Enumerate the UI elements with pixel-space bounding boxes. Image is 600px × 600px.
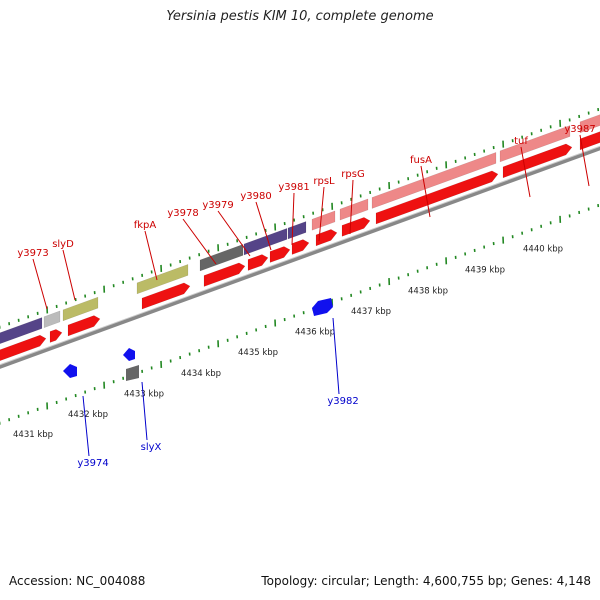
gene-label-rpsL: rpsL (313, 176, 335, 187)
reverse-gene-slyX (126, 365, 139, 381)
gene-label-slyD: slyD (52, 239, 74, 250)
gene-label-slyX: slyX (141, 442, 162, 453)
scale-label: 4435 kbp (238, 348, 278, 358)
gene-leader-line (144, 230, 158, 281)
gene-label-y3987: y3987 (564, 124, 595, 135)
gene-label-y3974: y3974 (77, 458, 108, 469)
cds-block (315, 229, 338, 247)
map-title: Yersinia pestis KIM 10, complete genome (166, 9, 434, 24)
backbone-line (0, 146, 600, 369)
gene-leader-line (420, 165, 431, 218)
cog-block (0, 317, 43, 344)
cds-block (247, 254, 269, 271)
accession-text: Accession: NC_004088 (9, 574, 146, 588)
gene-label-y3973: y3973 (17, 248, 48, 259)
scale-label: 4432 kbp (68, 410, 108, 420)
gene-label-y3979: y3979 (202, 200, 233, 211)
genome-backbone (0, 145, 600, 369)
gene-leader-line (291, 192, 295, 246)
reverse-gene-y3982 (312, 298, 333, 316)
cds-block (49, 329, 63, 343)
gene-leader-line (141, 381, 148, 441)
cds-block (375, 170, 499, 225)
cds-block (269, 246, 291, 263)
cds-block (203, 262, 246, 287)
cds-block (579, 131, 600, 151)
gene-leader-line (82, 395, 90, 457)
gene-leader-line (318, 186, 325, 242)
backbone-highlight (0, 145, 600, 366)
reverse-gene (63, 364, 77, 378)
gene-leader-line (520, 146, 531, 198)
gene-label-y3981: y3981 (278, 182, 309, 193)
gene-leader-line (332, 317, 340, 395)
cog-block (136, 264, 189, 295)
cog-block (339, 198, 369, 221)
cog-block (371, 152, 497, 209)
gene-leader-line (62, 249, 76, 301)
gene-label-y3978: y3978 (167, 208, 198, 219)
feature-blocks (0, 114, 600, 381)
cds-block (341, 217, 371, 237)
scale-ruler: 4431 kbp 4432 kbp 4433 kbp 4434 kbp 4435 kbp… (0, 107, 600, 440)
cds-block (67, 315, 101, 337)
gene-labels: y3973 slyD fkpA y3978 y3979 y3980 y3981 rpsL rps… (17, 124, 595, 469)
cog-block (311, 210, 336, 231)
scale-label: 4431 kbp (13, 430, 53, 440)
cds-block (502, 143, 573, 179)
scale-label: 4433 kbp (124, 390, 164, 400)
cog-block (199, 244, 244, 272)
scale-label: 4439 kbp (465, 266, 505, 276)
cog-block (243, 228, 288, 256)
gene-leader-line (32, 258, 48, 310)
gene-label-tuf: tuf (514, 136, 528, 147)
reverse-gene (123, 348, 135, 361)
gene-leader-line (182, 218, 217, 265)
scale-label: 4434 kbp (181, 369, 221, 379)
scale-label: 4440 kbp (523, 245, 563, 255)
genome-summary: Topology: circular; Length: 4,600,755 bp… (261, 574, 591, 588)
cds-block (141, 282, 191, 310)
gene-leader-line (349, 179, 354, 235)
cog-block (43, 310, 61, 329)
cds-block (291, 239, 310, 255)
scale-label: 4438 kbp (408, 286, 448, 296)
cog-block (287, 221, 307, 240)
cog-block (499, 125, 571, 163)
scale-label: 4437 kbp (351, 307, 391, 317)
cog-block (62, 296, 99, 322)
gene-label-fkpA: fkpA (134, 220, 157, 231)
gene-label-y3980: y3980 (240, 191, 271, 202)
gene-leader-line (255, 201, 272, 251)
gene-leader-line (217, 210, 251, 257)
gene-label-rpsG: rpsG (341, 169, 364, 180)
gene-leader-line (579, 134, 590, 187)
scale-label: 4436 kbp (295, 327, 335, 337)
gene-label-y3982: y3982 (327, 396, 358, 407)
cog-block (579, 114, 600, 134)
gene-label-fusA: fusA (410, 155, 432, 166)
cds-block (0, 334, 47, 361)
